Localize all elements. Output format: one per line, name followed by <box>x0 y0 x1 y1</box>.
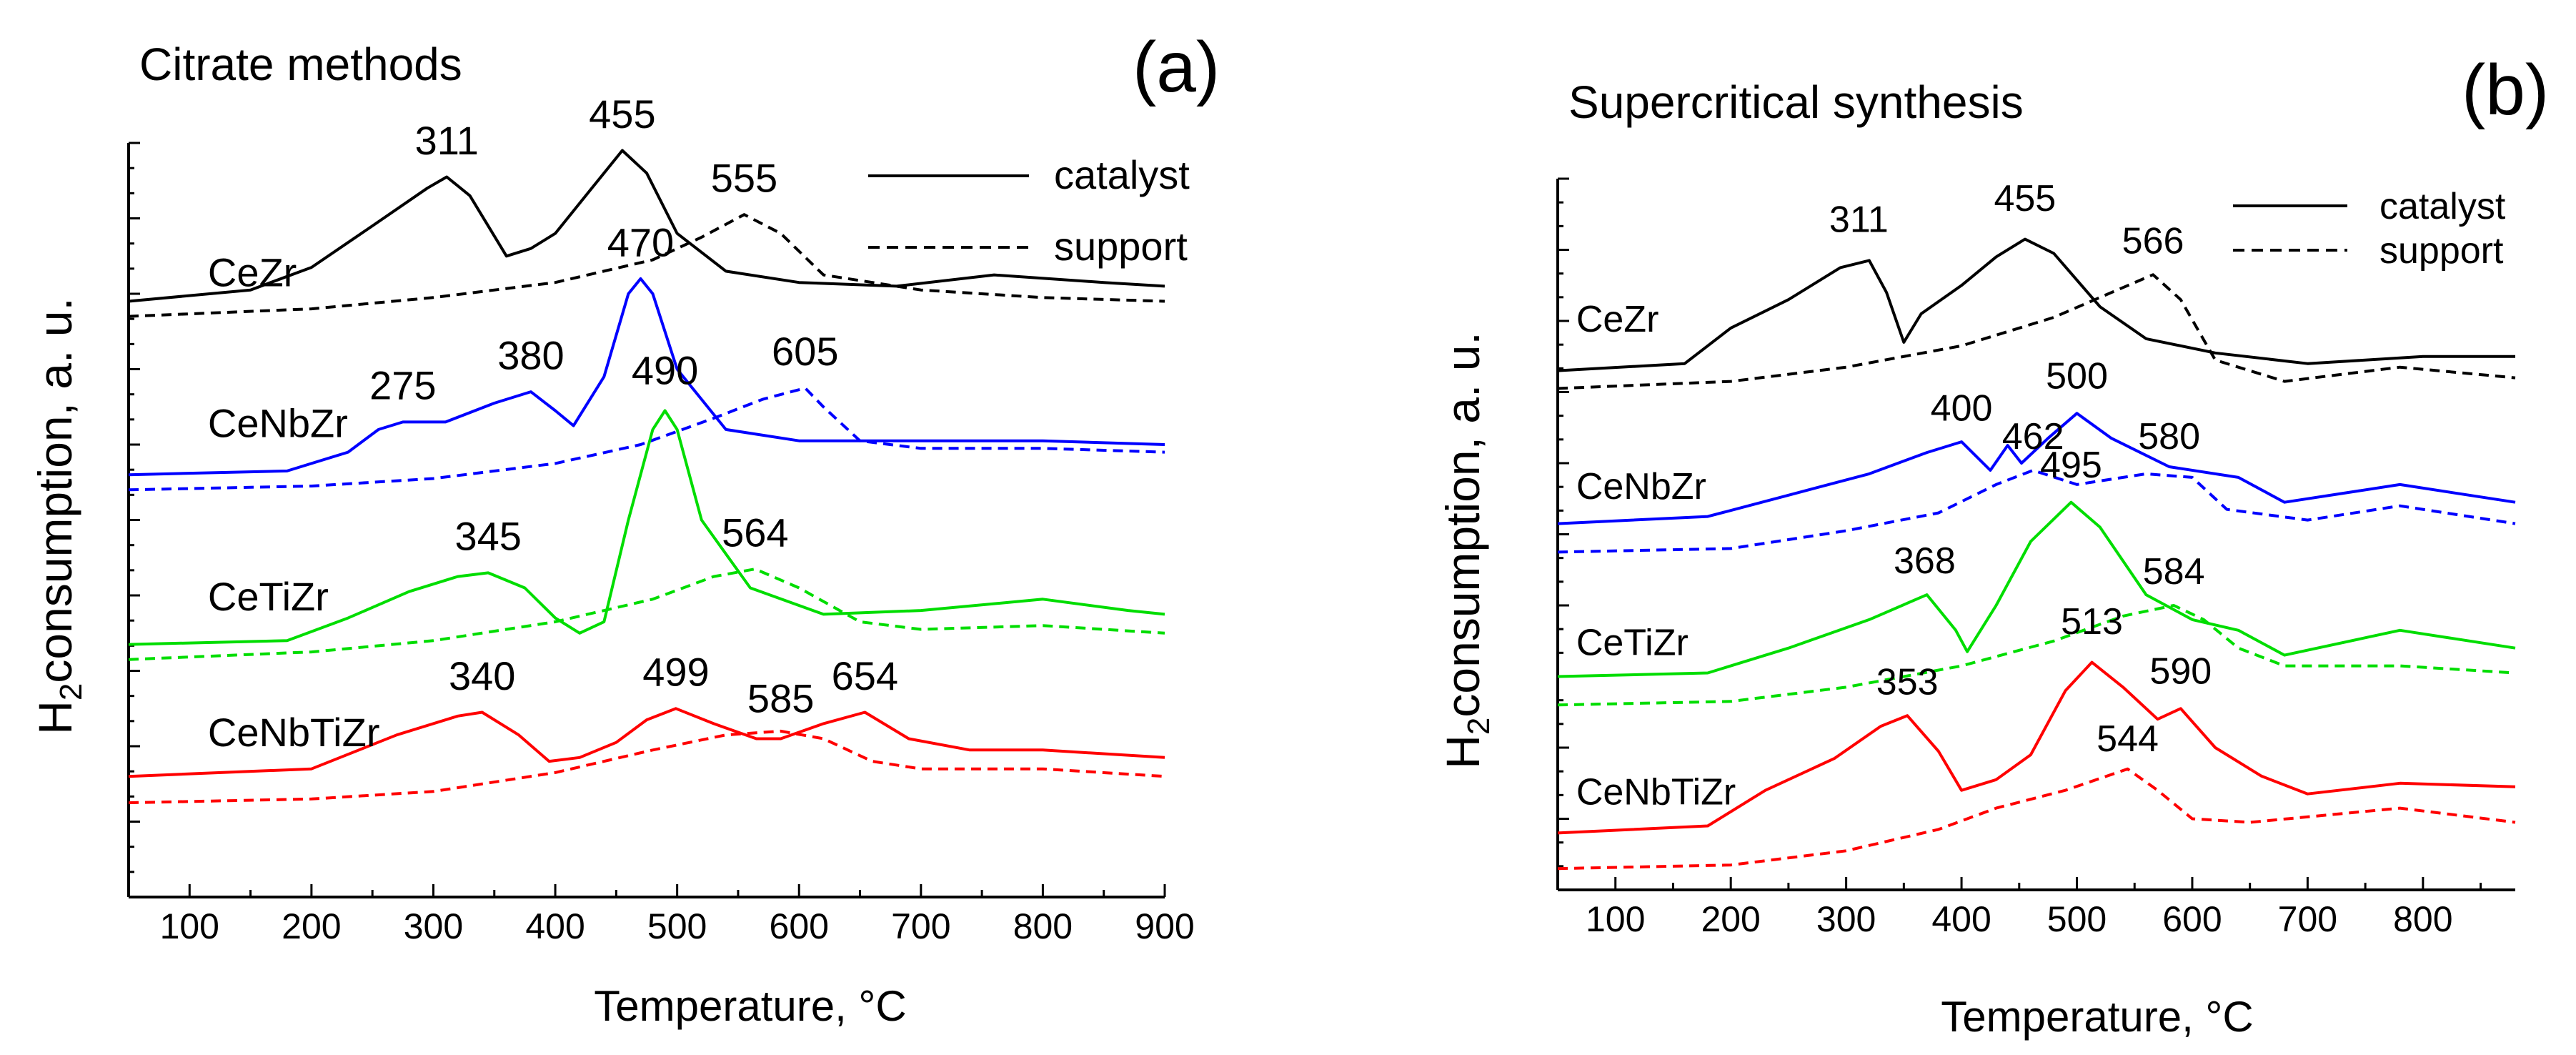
legend-label-support: support <box>2379 230 2504 272</box>
peak-label: 470 <box>607 219 674 264</box>
series-label-CeTiZr: CeTiZr <box>1576 623 1689 664</box>
peak-label: 311 <box>1829 199 1889 241</box>
peak-label: 500 <box>2046 356 2108 397</box>
x-tick-label: 200 <box>1701 899 1760 939</box>
peak-label: 544 <box>2097 718 2159 760</box>
panel-a-title: Citrate methods <box>139 39 462 90</box>
catalyst-line-CeNbZr <box>128 277 1165 477</box>
catalyst-line-CeNbTiZr <box>1557 660 2516 835</box>
series-CeNbTiZr: CeNbTiZr 340 499 585 654 <box>128 650 1165 805</box>
peak-label: 455 <box>589 91 655 137</box>
support-line-CeTiZr <box>1557 604 2516 707</box>
peak-label: 353 <box>1876 661 1939 703</box>
peak-label: 368 <box>1894 540 1956 582</box>
support-line-CeNbTiZr <box>1557 767 2516 871</box>
peak-label: 654 <box>832 653 898 698</box>
panel-a-ylabel: H2consumption, a. u. <box>29 297 89 734</box>
x-tick-label: 400 <box>525 906 585 946</box>
support-line-CeZr <box>1557 273 2516 390</box>
x-tick-label: 800 <box>1013 906 1073 946</box>
series-label-CeZr: CeZr <box>1576 299 1659 340</box>
legend-label-catalyst: catalyst <box>1054 152 1190 197</box>
catalyst-line-CeZr <box>1557 237 2515 372</box>
panel-b-plot-area: 100 200 300 400 500 600 700 800catalystsupportC… <box>1556 177 2516 939</box>
x-tick-label: 900 <box>1135 906 1194 946</box>
support-line-CeNbZr <box>128 386 1165 492</box>
series-CeNbZr: CeNbZr 275 380 470 605 <box>128 219 1165 492</box>
catalyst-line-CeNbZr <box>1557 412 2516 525</box>
x-tick-label: 700 <box>2278 899 2337 939</box>
series-CeZr: CeZr 311 455 566 <box>1557 178 2516 390</box>
peak-label: 311 <box>415 118 479 163</box>
peak-label: 340 <box>449 653 515 698</box>
catalyst-line-CeZr <box>128 149 1165 303</box>
x-tick-label: 500 <box>647 906 707 946</box>
panel-b-chart: Supercritical synthesis (b) Temperature,… <box>1436 50 2549 1041</box>
peak-label: 566 <box>2122 220 2184 262</box>
panel-a-chart: Citrate methods (a) Temperature, °C H2co… <box>29 27 1220 1030</box>
x-tick-label: 100 <box>1586 899 1645 939</box>
series-label-CeNbTiZr: CeNbTiZr <box>1576 772 1736 813</box>
peak-label: 495 <box>2040 445 2102 486</box>
panel-a-xlabel: Temperature, °C <box>594 982 907 1030</box>
x-tick-label: 800 <box>2393 899 2452 939</box>
peak-label: 555 <box>711 156 777 201</box>
series-CeTiZr: CeTiZr 368 495 584 <box>1557 445 2516 707</box>
peak-label: 513 <box>2061 601 2123 643</box>
support-line-CeNbTiZr <box>128 729 1165 805</box>
peak-label: 584 <box>2143 551 2205 593</box>
catalyst-line-CeTiZr <box>1557 500 2516 678</box>
peak-label: 345 <box>455 514 522 559</box>
peak-label: 605 <box>772 329 838 374</box>
peak-label: 380 <box>497 333 564 378</box>
series-label-CeNbZr: CeNbZr <box>1576 466 1706 507</box>
legend-label-catalyst: catalyst <box>2379 186 2506 227</box>
series-label-CeNbZr: CeNbZr <box>208 400 348 445</box>
x-tick-label: 500 <box>2047 899 2107 939</box>
panel-b-xlabel: Temperature, °C <box>1941 993 2254 1041</box>
panel-b-title: Supercritical synthesis <box>1568 76 2024 128</box>
peak-label: 499 <box>642 650 709 695</box>
catalyst-line-CeNbTiZr <box>128 707 1165 778</box>
series-label-CeTiZr: CeTiZr <box>208 574 329 619</box>
x-tick-label: 300 <box>404 906 463 946</box>
support-line-CeZr <box>128 213 1165 318</box>
x-tick-label: 600 <box>2162 899 2222 939</box>
peak-label: 400 <box>1931 387 1993 429</box>
peak-label: 585 <box>747 676 814 721</box>
peak-label: 580 <box>2138 416 2200 457</box>
series-CeNbZr: CeNbZr 400 500 462 580 <box>1557 356 2516 554</box>
legend: catalyst support <box>868 152 1190 269</box>
legend-label-support: support <box>1054 224 1188 269</box>
peak-label: 462 <box>2002 416 2064 457</box>
series-label-CeNbTiZr: CeNbTiZr <box>208 710 380 755</box>
x-tick-label: 600 <box>770 906 829 946</box>
peak-label: 275 <box>369 363 436 408</box>
x-tick-label: 100 <box>160 906 219 946</box>
support-line-CeTiZr <box>128 568 1165 661</box>
panel-a-plot-area: 100 200 300 400 500 600 700 800 900 catalyst suppo… <box>127 91 1195 946</box>
x-tick-label: 400 <box>1931 899 1991 939</box>
series-label-CeZr: CeZr <box>208 249 297 294</box>
x-tick-label: 300 <box>1816 899 1876 939</box>
peak-label: 455 <box>1994 178 2056 219</box>
peak-label: 590 <box>2149 650 2212 692</box>
x-tick-label: 700 <box>891 906 950 946</box>
peak-label: 564 <box>722 510 788 555</box>
catalyst-line-CeTiZr <box>128 409 1165 646</box>
panel-b-label: (b) <box>2462 50 2549 130</box>
peak-label: 490 <box>632 348 698 393</box>
support-line-CeNbZr <box>1557 469 2516 554</box>
panel-a-label: (a) <box>1133 27 1220 107</box>
panel-b-ylabel: H2consumption, a. u. <box>1436 332 1496 768</box>
series-CeNbTiZr: CeNbTiZr 353 513 590 544 <box>1557 601 2516 871</box>
series-CeTiZr: CeTiZr 345 490 564 <box>128 348 1165 661</box>
series-CeZr: CeZr 311 455 555 <box>128 91 1165 318</box>
x-tick-label: 200 <box>282 906 341 946</box>
